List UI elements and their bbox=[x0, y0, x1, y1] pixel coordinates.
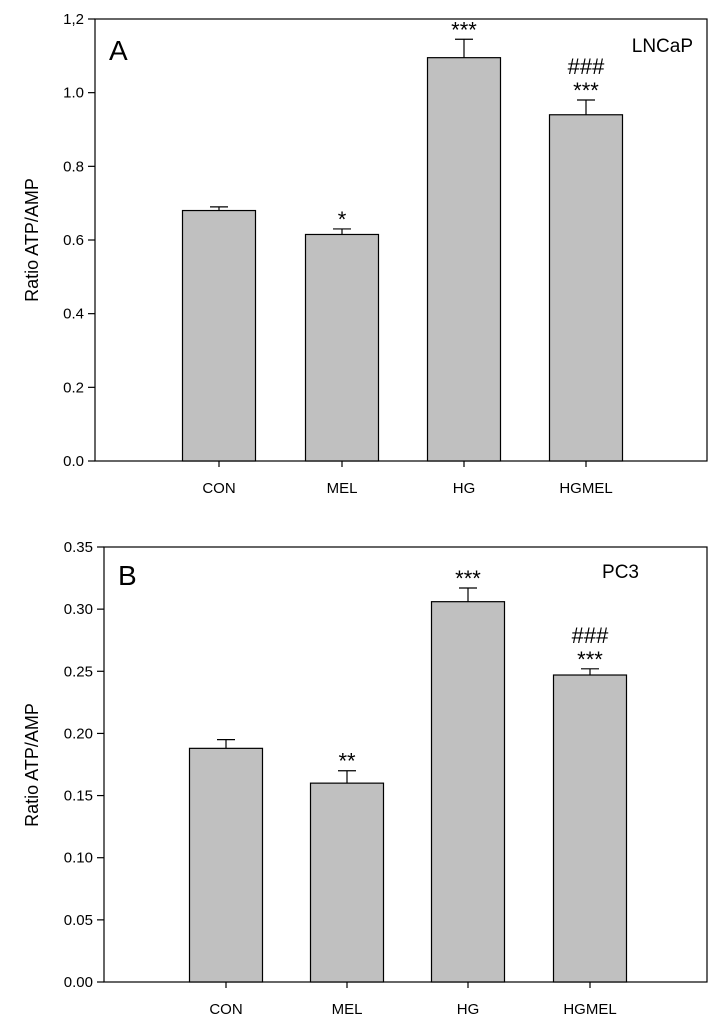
cell-line-label: LNCaP bbox=[632, 36, 693, 57]
y-tick-label: 0.0 bbox=[63, 453, 84, 470]
bar-mel bbox=[304, 233, 380, 462]
bar-con bbox=[188, 747, 264, 983]
panel-letter: B bbox=[118, 560, 137, 591]
y-tick-label: 1.0 bbox=[63, 85, 84, 102]
y-tick-label: 0.00 bbox=[64, 974, 93, 991]
x-tick-label: MEL bbox=[332, 1001, 363, 1018]
x-tick-label: CON bbox=[202, 480, 235, 497]
y-tick-label: 0.8 bbox=[63, 158, 84, 175]
bar-con bbox=[181, 209, 257, 462]
x-tick-label: CON bbox=[209, 1001, 242, 1018]
bar-hg bbox=[426, 57, 502, 462]
y-tick-label: 0.25 bbox=[64, 663, 93, 680]
y-tick-label: 0.4 bbox=[63, 306, 84, 323]
y-tick-label: 0.15 bbox=[64, 788, 93, 805]
panel-letter: A bbox=[109, 35, 128, 66]
significance-hash: ### bbox=[572, 623, 609, 648]
significance-hash: ### bbox=[568, 54, 605, 79]
significance-star: * bbox=[338, 207, 347, 232]
y-tick-label: 0.20 bbox=[64, 725, 93, 742]
y-tick-label: 0.10 bbox=[64, 850, 93, 867]
y-tick-label: 0.6 bbox=[63, 232, 84, 249]
x-tick-label: HG bbox=[453, 480, 476, 497]
x-tick-label: MEL bbox=[327, 480, 358, 497]
plot-frame bbox=[103, 546, 708, 983]
y-axis-title: Ratio ATP/AMP bbox=[22, 703, 42, 827]
bar-mel bbox=[309, 782, 385, 983]
bar-hgmel bbox=[548, 114, 624, 462]
significance-star: *** bbox=[451, 17, 477, 42]
y-tick-label: 0.2 bbox=[63, 379, 84, 396]
significance-star: *** bbox=[573, 78, 599, 103]
significance-star: ** bbox=[338, 749, 356, 774]
cell-line-label: PC3 bbox=[602, 562, 639, 583]
y-tick-label: 1,2 bbox=[63, 11, 84, 28]
x-tick-label: HGMEL bbox=[559, 480, 612, 497]
bar-hgmel bbox=[552, 674, 628, 983]
bar-hg bbox=[430, 601, 506, 983]
panel-b-chart: B PC3 Ratio ATP/AMP 0.00 0.05 0.10 0.15 0.20… bbox=[22, 539, 708, 1018]
y-tick-label: 0.05 bbox=[64, 912, 93, 929]
significance-star: *** bbox=[455, 566, 481, 591]
x-tick-label: HG bbox=[457, 1001, 480, 1018]
panel-a-chart: A LNCaP Ratio ATP/AMP 0.0 0.2 0.4 0.6 0.8 1.0… bbox=[22, 11, 708, 497]
x-tick-label: HGMEL bbox=[563, 1001, 616, 1018]
y-axis-title: Ratio ATP/AMP bbox=[22, 178, 42, 302]
y-tick-label: 0.30 bbox=[64, 601, 93, 618]
y-tick-label: 0.35 bbox=[64, 539, 93, 556]
significance-star: *** bbox=[577, 647, 603, 672]
